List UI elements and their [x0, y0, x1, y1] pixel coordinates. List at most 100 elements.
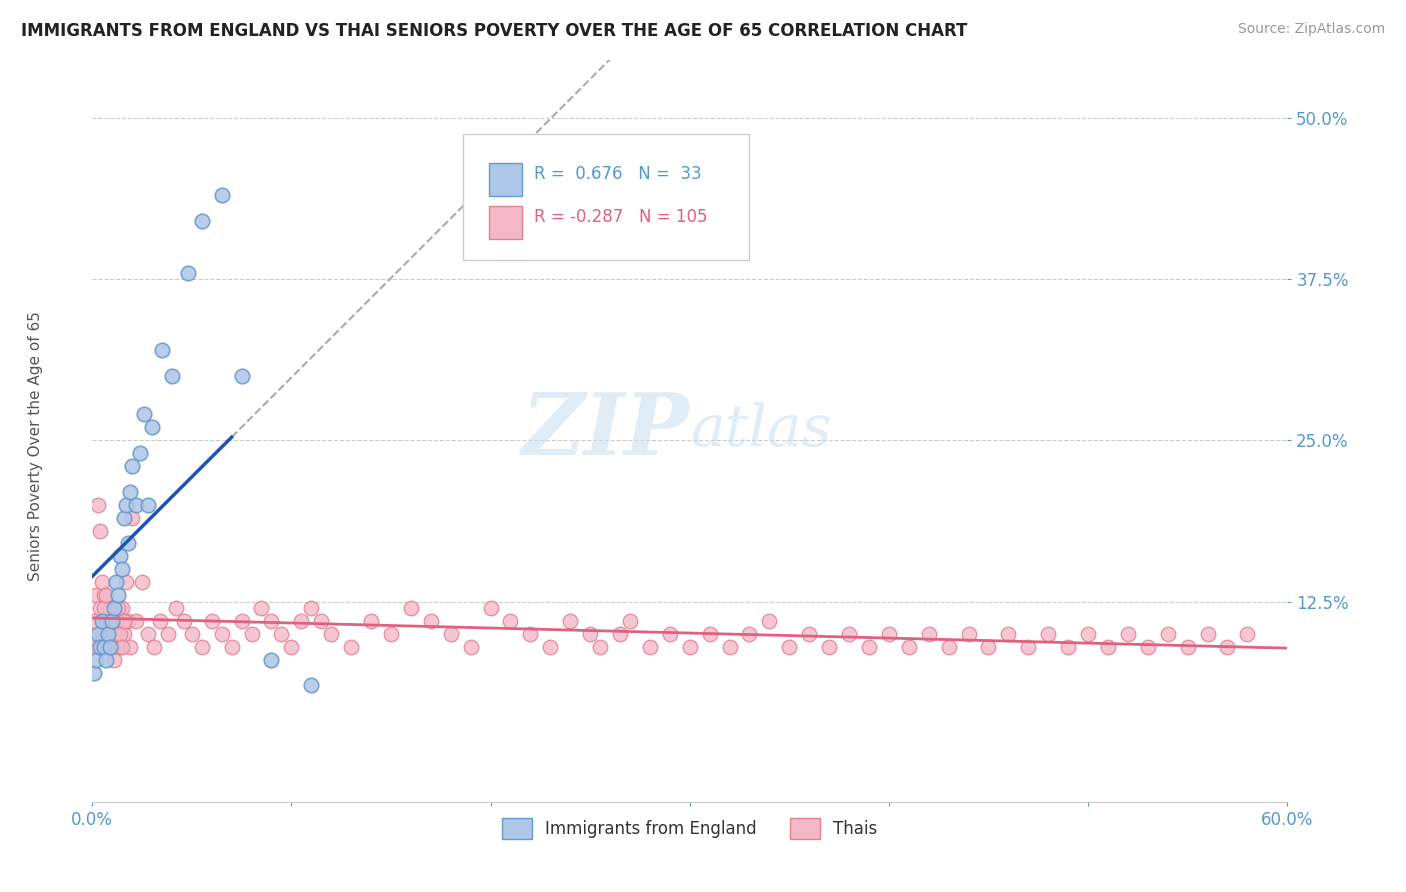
Point: [87, 498, 110, 512]
Point: [83, 665, 105, 680]
Point: [180, 627, 202, 641]
Point: [112, 614, 135, 628]
Point: [190, 214, 212, 228]
Point: [638, 640, 661, 654]
Point: [112, 627, 135, 641]
Point: [105, 575, 128, 590]
Point: [98, 614, 121, 628]
Point: [149, 614, 172, 628]
Point: [957, 627, 980, 641]
Point: [399, 601, 422, 615]
Point: [1077, 627, 1099, 641]
Point: [758, 614, 780, 628]
Point: [380, 627, 402, 641]
Point: [290, 614, 312, 628]
Point: [108, 549, 131, 564]
Point: [1036, 627, 1059, 641]
Point: [84, 588, 107, 602]
Point: [112, 510, 135, 524]
Point: [97, 627, 120, 641]
Point: [107, 588, 129, 602]
Point: [141, 420, 163, 434]
Point: [105, 614, 128, 628]
Point: [977, 640, 1000, 654]
Point: [84, 652, 107, 666]
Point: [98, 601, 121, 615]
Point: [89, 640, 111, 654]
Point: [299, 678, 322, 692]
Point: [538, 640, 561, 654]
Point: [142, 640, 165, 654]
Point: [118, 640, 141, 654]
Point: [105, 614, 128, 628]
Point: [231, 614, 253, 628]
Point: [589, 640, 612, 654]
Point: [93, 640, 115, 654]
Point: [94, 614, 117, 628]
Point: [87, 640, 110, 654]
Point: [309, 614, 332, 628]
Point: [658, 627, 681, 641]
FancyBboxPatch shape: [463, 134, 749, 260]
Point: [340, 640, 363, 654]
Point: [799, 627, 821, 641]
Point: [173, 614, 195, 628]
Text: R =  0.676   N =  33: R = 0.676 N = 33: [534, 165, 702, 183]
Point: [89, 601, 111, 615]
Point: [460, 640, 482, 654]
Point: [479, 601, 502, 615]
Point: [111, 562, 134, 576]
Point: [117, 536, 139, 550]
Point: [938, 640, 960, 654]
Point: [738, 627, 761, 641]
Point: [360, 614, 382, 628]
Point: [103, 652, 125, 666]
Point: [877, 627, 900, 641]
Point: [818, 640, 841, 654]
Point: [1177, 640, 1199, 654]
Point: [115, 498, 138, 512]
Point: [89, 524, 111, 538]
Point: [897, 640, 920, 654]
Point: [299, 601, 322, 615]
Point: [125, 614, 148, 628]
FancyBboxPatch shape: [489, 206, 523, 239]
Point: [211, 188, 233, 202]
Text: R = -0.287   N = 105: R = -0.287 N = 105: [534, 208, 707, 226]
Point: [1097, 640, 1119, 654]
Point: [679, 640, 702, 654]
Point: [160, 368, 183, 383]
Point: [98, 640, 121, 654]
Point: [129, 446, 152, 460]
Point: [250, 601, 273, 615]
Point: [1156, 627, 1178, 641]
Point: [132, 408, 155, 422]
Point: [270, 627, 292, 641]
Point: [103, 601, 125, 615]
Point: [190, 640, 212, 654]
Point: [778, 640, 800, 654]
Point: [108, 627, 131, 641]
Point: [1116, 627, 1139, 641]
Point: [93, 601, 115, 615]
Point: [165, 601, 187, 615]
Point: [91, 614, 114, 628]
Text: ZIP: ZIP: [522, 389, 690, 473]
Point: [97, 640, 120, 654]
Text: atlas: atlas: [690, 402, 831, 458]
Point: [83, 614, 105, 628]
Point: [918, 627, 941, 641]
Point: [101, 627, 124, 641]
Point: [121, 459, 143, 474]
Point: [211, 627, 233, 641]
Point: [97, 627, 120, 641]
Point: [121, 510, 143, 524]
Point: [101, 640, 124, 654]
Point: [718, 640, 741, 654]
Point: [419, 614, 441, 628]
Point: [440, 627, 463, 641]
Point: [231, 368, 253, 383]
Point: [111, 640, 134, 654]
Point: [156, 627, 179, 641]
Point: [118, 484, 141, 499]
